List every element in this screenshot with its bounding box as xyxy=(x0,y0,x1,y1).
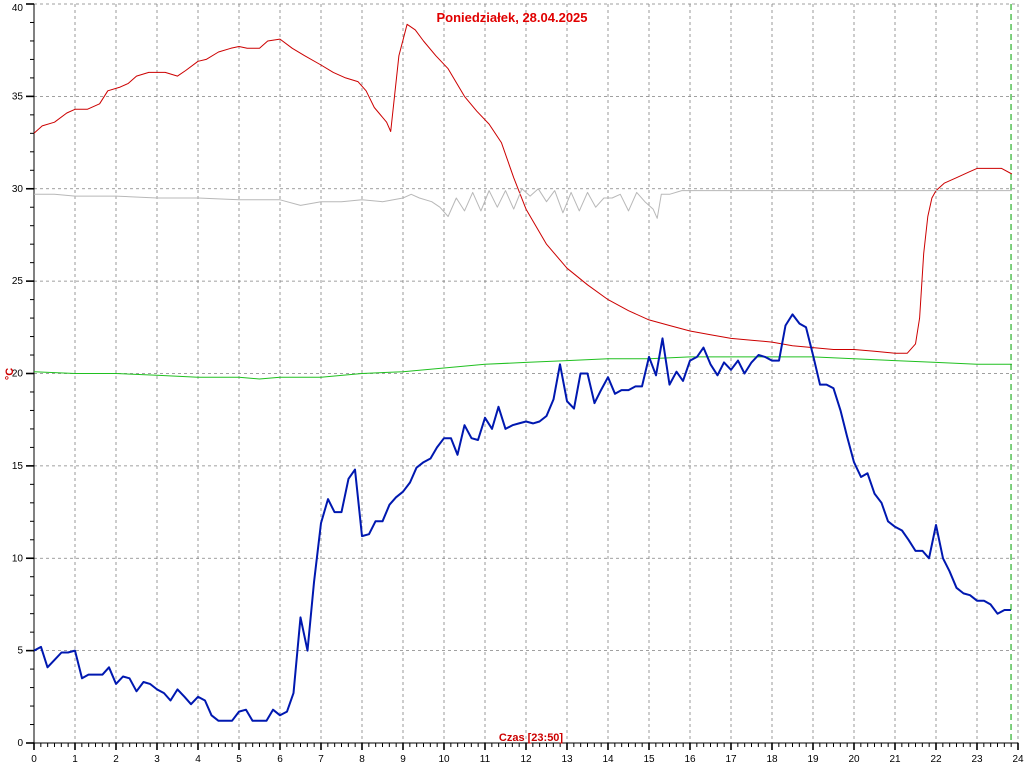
y-axis-ticks: 0 5 10 15 20 25 30 35 40 xyxy=(12,3,34,749)
grid xyxy=(34,3,1019,743)
y-tick-label: 15 xyxy=(12,461,24,472)
x-tick-label: 18 xyxy=(766,754,778,765)
x-tick-label: 4 xyxy=(195,754,201,765)
series-line-4 xyxy=(33,313,1011,722)
x-tick-label: 9 xyxy=(400,754,406,765)
x-tick-label: 14 xyxy=(602,754,614,765)
x-tick-label: 6 xyxy=(277,754,283,765)
x-tick-label: 15 xyxy=(643,754,655,765)
series-line-1 xyxy=(33,23,1013,354)
y-tick-label: 0 xyxy=(17,738,23,749)
x-tick-label: 8 xyxy=(359,754,365,765)
x-tick-label: 13 xyxy=(561,754,573,765)
series-line-2 xyxy=(34,188,1012,219)
x-tick-label: 3 xyxy=(154,754,160,765)
chart-title: Poniedziałek, 28.04.2025 xyxy=(436,10,587,25)
x-tick-label: 20 xyxy=(848,754,860,765)
series-line-3 xyxy=(33,356,1012,380)
x-tick-label: 23 xyxy=(971,754,983,765)
x-tick-label: 5 xyxy=(236,754,242,765)
y-tick-label: 20 xyxy=(12,369,24,380)
x-tick-label: 17 xyxy=(725,754,737,765)
x-tick-label: 12 xyxy=(520,754,532,765)
x-tick-label: 11 xyxy=(480,754,491,765)
x-tick-label: 22 xyxy=(930,754,942,765)
x-tick-label: 7 xyxy=(318,754,324,765)
y-tick-label: 30 xyxy=(12,184,24,195)
series-group xyxy=(33,23,1013,722)
x-tick-label: 1 xyxy=(72,754,78,765)
y-tick-label: 5 xyxy=(17,646,23,657)
x-tick-label: 10 xyxy=(438,754,450,765)
x-axis-ticks: 0 1 2 3 4 5 6 7 8 9 10 11 12 13 14 15 16 17 18 19 20 21 22 23 24 xyxy=(31,743,1024,765)
x-tick-label: 16 xyxy=(684,754,696,765)
x-tick-label: 21 xyxy=(889,754,901,765)
y-tick-label: 25 xyxy=(12,276,24,287)
x-axis-label: Czas [23:50] xyxy=(499,732,564,744)
x-tick-label: 2 xyxy=(113,754,119,765)
y-axis-label: °C xyxy=(4,368,16,380)
y-tick-label: 35 xyxy=(12,91,24,102)
x-tick-label: 0 xyxy=(31,754,37,765)
y-tick-label: 10 xyxy=(12,553,24,564)
y-tick-label: 40 xyxy=(12,3,24,14)
x-tick-label: 19 xyxy=(807,754,819,765)
x-tick-label: 24 xyxy=(1012,754,1024,765)
